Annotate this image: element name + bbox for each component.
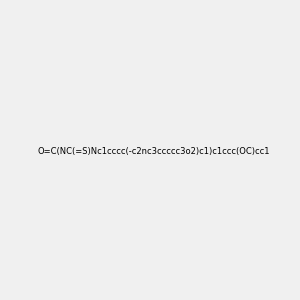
Text: O=C(NC(=S)Nc1cccc(-c2nc3ccccc3o2)c1)c1ccc(OC)cc1: O=C(NC(=S)Nc1cccc(-c2nc3ccccc3o2)c1)c1cc… [38,147,270,156]
